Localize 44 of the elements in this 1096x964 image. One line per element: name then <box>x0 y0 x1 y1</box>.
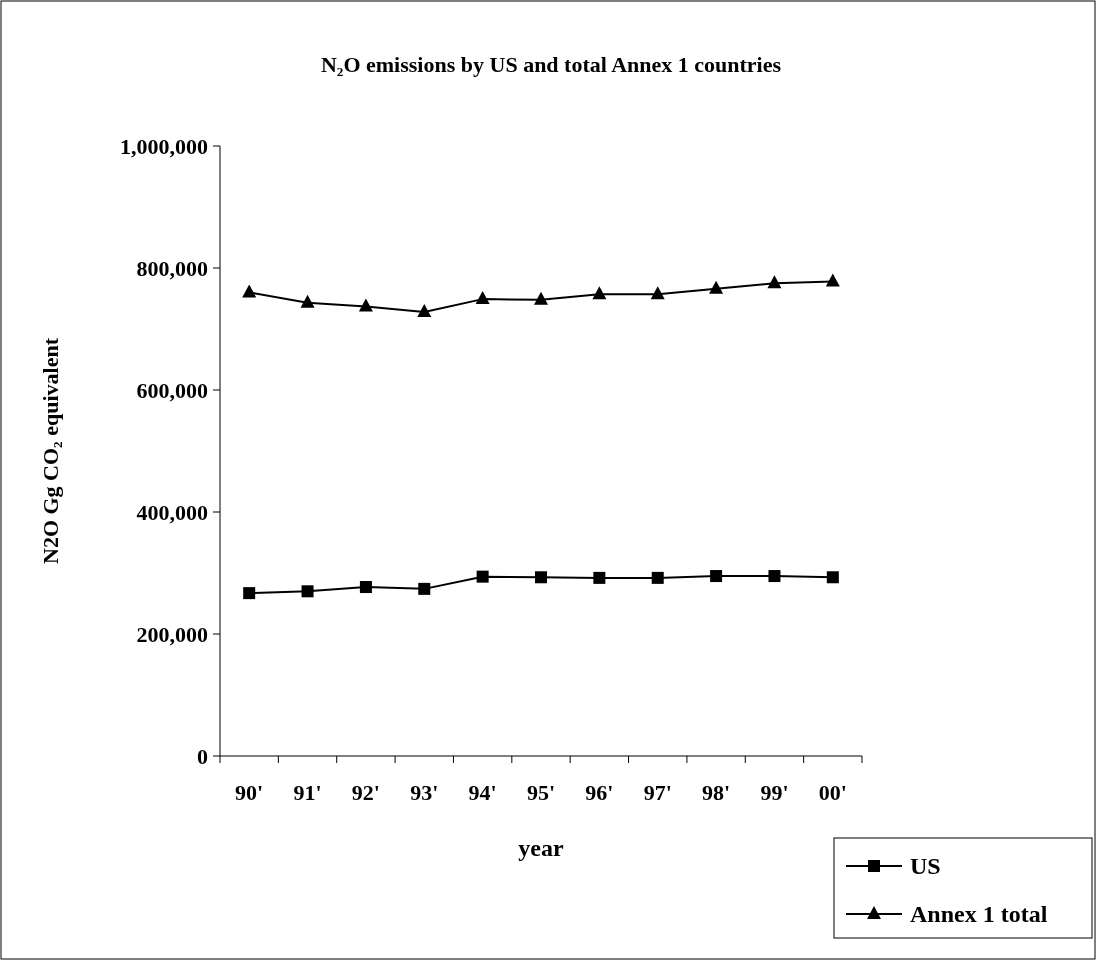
x-tick-label: 98' <box>702 780 731 805</box>
point <box>243 587 256 600</box>
x-tick-label: 99' <box>760 780 789 805</box>
point <box>710 570 723 583</box>
x-tick-label: 95' <box>526 780 556 805</box>
y-tick-label: 1,000,000 <box>120 133 208 159</box>
x-tick-label: 92' <box>351 780 380 805</box>
point <box>242 284 257 298</box>
x-tick-label: 93' <box>410 780 439 805</box>
point <box>826 571 839 584</box>
legend-label: US <box>910 853 941 880</box>
x-tick-label: 00' <box>818 780 847 805</box>
point <box>300 294 315 308</box>
point <box>418 582 431 595</box>
point <box>417 303 432 317</box>
point <box>592 286 607 300</box>
x-tick-label: 97' <box>643 780 672 805</box>
point <box>359 581 372 594</box>
point <box>301 585 314 598</box>
chart-title: N₂O emissions by US and total Annex 1 countries <box>320 52 782 77</box>
point <box>593 571 606 584</box>
legend-label: Annex 1 total <box>910 901 1048 928</box>
x-tick-label: 96' <box>585 780 614 805</box>
point <box>534 291 548 305</box>
x-tick-label: 91' <box>293 780 322 805</box>
y-tick-label: 400,000 <box>136 499 208 525</box>
x-tick-label: 94' <box>468 780 497 805</box>
point <box>651 571 664 584</box>
x-axis-title: year <box>518 835 564 861</box>
point <box>475 291 490 305</box>
point <box>476 570 489 583</box>
point <box>535 571 547 584</box>
point <box>358 298 373 312</box>
y-tick-label: 200,000 <box>136 621 208 647</box>
point <box>767 275 782 289</box>
y-tick-label: 0 <box>197 743 208 769</box>
point <box>825 273 840 287</box>
y-tick-label: 600,000 <box>136 377 208 403</box>
y-axis-title: N2O Gg CO₂ equivalent <box>38 337 63 564</box>
point <box>709 280 724 294</box>
point <box>650 286 665 300</box>
point <box>768 570 781 583</box>
y-tick-label: 800,000 <box>136 255 208 281</box>
x-tick-label: 90' <box>235 780 264 805</box>
